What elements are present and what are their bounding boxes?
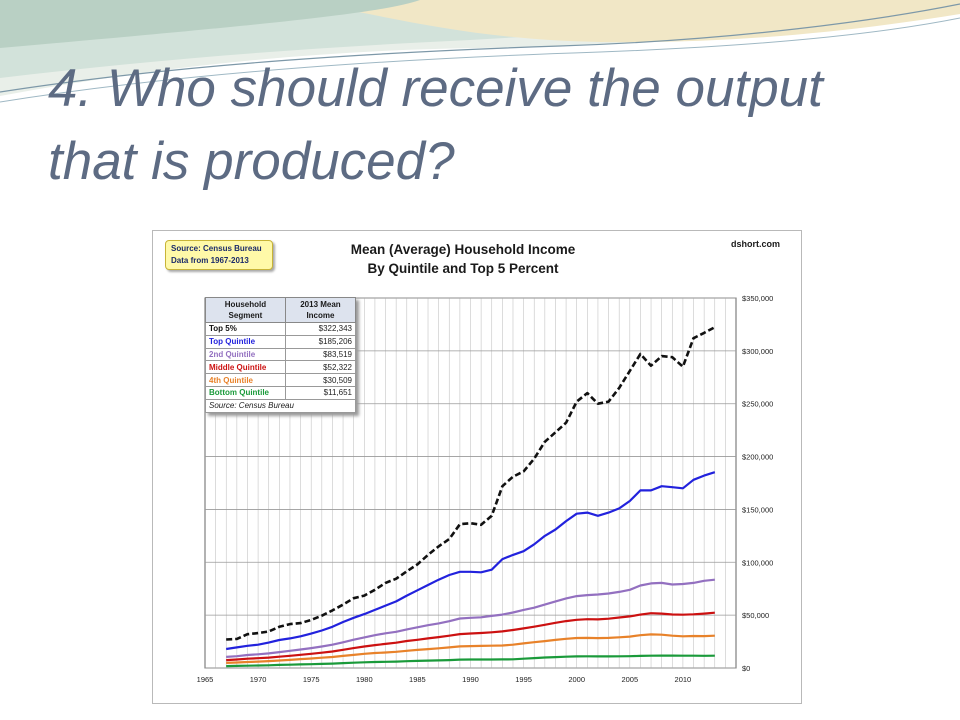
legend-row: 2nd Quintile $83,519: [205, 347, 357, 362]
y-tick-label: $50,000: [742, 611, 769, 620]
y-tick-label: $0: [742, 664, 750, 673]
legend-row: 4th Quintile $30,509: [205, 373, 357, 387]
series-line-4th-quintile: [226, 633, 715, 664]
legend-header-row: Household Segment 2013 Mean Income: [205, 297, 357, 323]
legend-income: $185,206: [284, 334, 357, 349]
y-tick-label: $150,000: [742, 505, 773, 514]
source-note-line1: Source: Census Bureau: [171, 244, 262, 253]
chart-title-block: Mean (Average) Household Income By Quint…: [293, 240, 633, 278]
legend-row: Bottom Quintile $11,651: [205, 385, 357, 400]
legend-income: $83,519: [284, 347, 357, 362]
chart-title: Mean (Average) Household Income: [350, 242, 576, 257]
legend-body: Top 5% $322,343 Top Quintile $185,206 2nd Qu…: [205, 322, 357, 413]
y-tick-label: $300,000: [742, 347, 773, 356]
y-tick-label: $200,000: [742, 453, 773, 462]
legend-segment: Bottom Quintile: [205, 385, 286, 400]
legend-table: Household Segment 2013 Mean Income Top 5…: [205, 297, 357, 413]
x-tick-label: 2005: [621, 675, 638, 684]
income-chart: $350,000 $300,000 $250,000 $200,000 $150,000…: [152, 230, 802, 704]
legend-header-income: 2013 Mean Income: [284, 297, 357, 323]
x-tick-label: 1995: [515, 675, 532, 684]
legend-income: $52,322: [284, 360, 357, 375]
site-label: dshort.com: [731, 239, 781, 249]
slide-title: 4. Who should receive the output that is…: [48, 52, 928, 198]
y-tick-label: $100,000: [742, 558, 773, 567]
series-line-2nd-quintile: [226, 578, 715, 658]
legend-segment: Top Quintile: [205, 334, 286, 349]
legend-income: $30,509: [284, 373, 357, 387]
x-tick-label: 1975: [303, 675, 320, 684]
slide-title-line2: that is produced?: [48, 132, 455, 191]
x-tick-label: 1985: [409, 675, 426, 684]
x-tick-label: 1965: [197, 675, 214, 684]
chart-subtitle: By Quintile and Top 5 Percent: [367, 261, 559, 276]
legend-footer-row: Source: Census Bureau: [205, 398, 356, 413]
wave-decoration: [0, 0, 960, 103]
x-tick-label: 2000: [568, 675, 585, 684]
series-line-top-quintile: [226, 471, 716, 651]
source-note-line2: Data from 1967-2013: [171, 256, 249, 265]
y-tick-label: $350,000: [742, 294, 773, 303]
legend-row: Top 5% $322,343: [205, 322, 357, 336]
legend-segment: Top 5%: [205, 322, 286, 336]
legend-row: Middle Quintile $52,322: [205, 360, 357, 375]
x-tick-label: 1970: [250, 675, 267, 684]
legend-income: $11,651: [284, 385, 357, 400]
x-tick-label: 2010: [675, 675, 692, 684]
slide-title-line1: 4. Who should receive the output: [48, 59, 823, 118]
legend-header-segment: Household Segment: [205, 297, 286, 323]
legend-income: $322,343: [284, 322, 357, 336]
legend-segment: 2nd Quintile: [205, 347, 286, 362]
legend-segment: Middle Quintile: [205, 360, 286, 375]
legend-segment: 4th Quintile: [205, 373, 286, 387]
legend-row: Top Quintile $185,206: [205, 334, 357, 349]
source-note: Source: Census Bureau Data from 1967-201…: [165, 240, 273, 270]
legend-footer: Source: Census Bureau: [205, 398, 356, 413]
series-line-top-5: [226, 326, 716, 641]
x-tick-label: 1990: [462, 675, 479, 684]
series-line-bottom-quintile: [226, 654, 715, 668]
series-line-middle-quintile: [226, 611, 715, 662]
y-tick-label: $250,000: [742, 400, 773, 409]
x-tick-label: 1980: [356, 675, 373, 684]
